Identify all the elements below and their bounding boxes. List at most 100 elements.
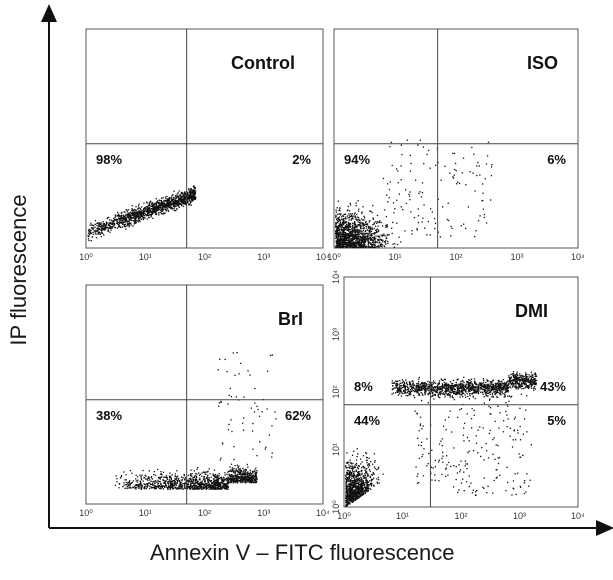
event-dot — [203, 483, 204, 484]
event-dot — [350, 238, 351, 239]
event-dot — [114, 217, 115, 218]
event-dot — [347, 495, 348, 496]
event-dot — [352, 216, 353, 217]
event-dot — [90, 223, 91, 224]
event-dot — [184, 196, 185, 197]
event-dot — [236, 352, 237, 353]
event-dot — [249, 375, 250, 376]
event-dot — [361, 223, 362, 224]
event-dot — [201, 472, 202, 473]
event-dot — [376, 241, 377, 242]
event-dot — [132, 213, 133, 214]
event-dot — [200, 482, 201, 483]
event-dot — [379, 242, 380, 243]
event-dot — [338, 232, 339, 233]
event-dot — [174, 478, 175, 479]
event-dot — [207, 477, 208, 478]
event-dot — [339, 246, 340, 247]
event-dot — [181, 485, 182, 486]
event-dot — [97, 227, 98, 228]
event-dot — [359, 466, 360, 467]
event-dot — [349, 483, 350, 484]
event-dot — [422, 182, 423, 183]
event-dot — [218, 406, 219, 407]
event-dot — [351, 215, 352, 216]
event-dot — [351, 481, 352, 482]
event-dot — [372, 240, 373, 241]
event-dot — [240, 481, 241, 482]
event-dot — [422, 218, 423, 219]
event-dot — [483, 209, 484, 210]
event-dot — [373, 472, 374, 473]
event-dot — [391, 142, 392, 143]
event-dot — [374, 453, 375, 454]
event-dot — [199, 475, 200, 476]
event-dot — [201, 486, 202, 487]
event-dot — [180, 194, 181, 195]
event-dot — [368, 246, 369, 247]
event-dot — [382, 244, 383, 245]
event-dot — [345, 505, 346, 506]
event-dot — [363, 236, 364, 237]
event-dot — [373, 485, 374, 486]
event-dot — [127, 486, 128, 487]
event-dot — [343, 216, 344, 217]
event-dot — [160, 200, 161, 201]
event-dot — [389, 146, 390, 147]
event-dot — [101, 222, 102, 223]
event-dot — [342, 246, 343, 247]
event-dot — [88, 233, 89, 234]
event-dot — [165, 209, 166, 210]
event-dot — [355, 485, 356, 486]
event-dot — [151, 216, 152, 217]
event-dot — [374, 462, 375, 463]
event-dot — [162, 485, 163, 486]
event-dot — [165, 198, 166, 199]
event-dot — [428, 221, 429, 222]
event-dot — [359, 480, 360, 481]
event-dot — [127, 224, 128, 225]
event-dot — [267, 408, 268, 409]
event-dot — [139, 484, 140, 485]
event-dot — [222, 487, 223, 488]
event-dot — [220, 458, 221, 459]
event-dot — [356, 485, 357, 486]
event-dot — [384, 246, 385, 247]
event-dot — [370, 461, 371, 462]
event-dot — [370, 476, 371, 477]
event-dot — [161, 483, 162, 484]
event-dot — [178, 478, 179, 479]
event-dot — [418, 193, 419, 194]
event-dot — [368, 242, 369, 243]
event-dot — [375, 232, 376, 233]
event-dot — [93, 225, 94, 226]
event-dot — [147, 214, 148, 215]
event-dot — [367, 223, 368, 224]
event-dot — [352, 218, 353, 219]
event-dot — [99, 222, 100, 223]
event-dot — [157, 208, 158, 209]
event-dot — [339, 233, 340, 234]
event-dot — [397, 244, 398, 245]
event-dot — [415, 180, 416, 181]
event-dot — [350, 474, 351, 475]
event-dot — [405, 189, 406, 190]
event-dot — [363, 484, 364, 485]
event-dot — [181, 488, 182, 489]
event-dot — [196, 476, 197, 477]
event-dot — [371, 479, 372, 480]
event-dot — [172, 484, 173, 485]
event-dot — [430, 168, 431, 169]
event-dot — [219, 473, 220, 474]
event-dot — [127, 213, 128, 214]
event-dot — [335, 246, 336, 247]
event-dot — [357, 238, 358, 239]
event-dot — [358, 490, 359, 491]
event-dot — [370, 471, 371, 472]
event-dot — [207, 471, 208, 472]
event-dot — [374, 233, 375, 234]
event-dot — [166, 475, 167, 476]
event-dot — [345, 502, 346, 503]
event-dot — [347, 486, 348, 487]
